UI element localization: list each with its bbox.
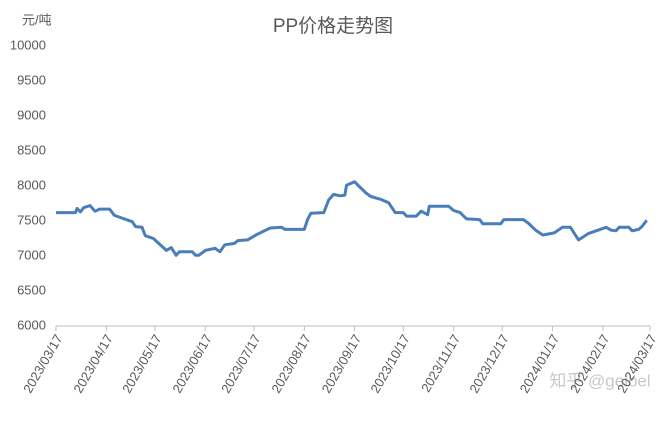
y-tick-label: 10000 bbox=[10, 37, 46, 52]
x-tick-label: 2023/12/17 bbox=[466, 332, 512, 396]
x-tick-label: 2023/08/17 bbox=[268, 332, 314, 396]
x-tick-label: 2023/11/17 bbox=[418, 332, 463, 395]
x-tick-label: 2023/04/17 bbox=[70, 332, 116, 396]
x-tick-label: 2023/05/17 bbox=[119, 332, 165, 396]
x-tick-label: 2023/06/17 bbox=[169, 332, 215, 396]
data-line bbox=[56, 180, 648, 257]
x-tick-label: 2023/07/17 bbox=[218, 332, 264, 396]
x-tick-label: 2023/10/17 bbox=[367, 332, 413, 396]
y-tick-label: 9000 bbox=[17, 107, 46, 122]
x-tick-label: 2023/03/17 bbox=[20, 332, 66, 396]
y-tick-label: 7000 bbox=[17, 247, 46, 262]
y-tick-label: 7500 bbox=[17, 212, 46, 227]
y-tick-label: 8000 bbox=[17, 177, 46, 192]
y-axis-label: 元/吨 bbox=[22, 12, 52, 27]
watermark: 知乎 @geibel bbox=[549, 371, 650, 390]
x-tick-label: 2023/09/17 bbox=[319, 332, 365, 396]
y-tick-label: 9500 bbox=[17, 72, 46, 87]
y-tick-label: 6500 bbox=[17, 282, 46, 297]
chart-title: PP价格走势图 bbox=[273, 15, 393, 37]
y-tick-label: 8500 bbox=[17, 142, 46, 157]
y-tick-label: 6000 bbox=[17, 317, 46, 332]
